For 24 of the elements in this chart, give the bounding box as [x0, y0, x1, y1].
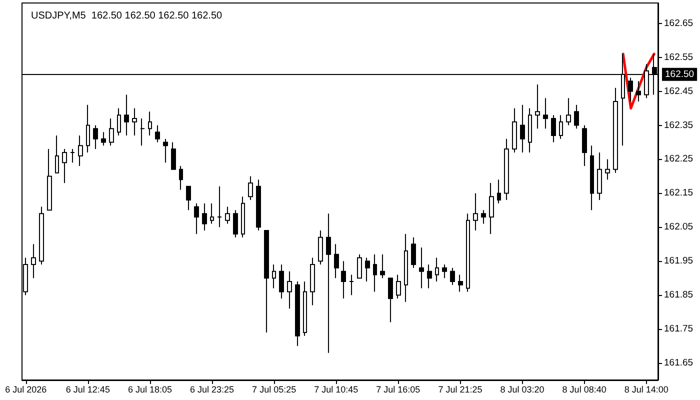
x-tick-label: 8 Jul 03:20: [500, 384, 544, 394]
x-tick-label: 6 Jul 2026: [5, 384, 47, 394]
x-tick-label: 6 Jul 12:45: [66, 384, 110, 394]
x-tick-label: 7 Jul 05:25: [252, 384, 296, 394]
y-tick-label: 162.05: [664, 222, 694, 233]
text: USDJPY,M5 162.50 162.50 162.50 162.50: [31, 10, 223, 22]
y-tick-label: 161.65: [664, 358, 694, 369]
ref-line-label: 162.50: [665, 68, 694, 80]
x-tick-label: 7 Jul 10:45: [314, 384, 358, 394]
y-tick-label: 161.75: [664, 324, 694, 335]
x-tick-label: 7 Jul 16:05: [376, 384, 420, 394]
y-tick-label: 162.45: [664, 86, 694, 97]
x-tick-label: 6 Jul 18:05: [128, 384, 172, 394]
y-tick-label: 161.85: [664, 290, 694, 301]
y-tick-label: 162.15: [664, 188, 694, 199]
x-tick-label: 8 Jul 08:40: [562, 384, 606, 394]
x-tick-label: 8 Jul 14:00: [624, 384, 668, 394]
y-tick-label: 162.65: [664, 18, 694, 29]
y-tick-label: 162.55: [664, 52, 694, 63]
y-tick-label: 162.35: [664, 120, 694, 131]
y-tick-label: 161.95: [664, 256, 694, 267]
x-tick-label: 6 Jul 23:25: [190, 384, 234, 394]
x-tick-label: 7 Jul 21:25: [438, 384, 482, 394]
y-tick-label: 162.25: [664, 154, 694, 165]
